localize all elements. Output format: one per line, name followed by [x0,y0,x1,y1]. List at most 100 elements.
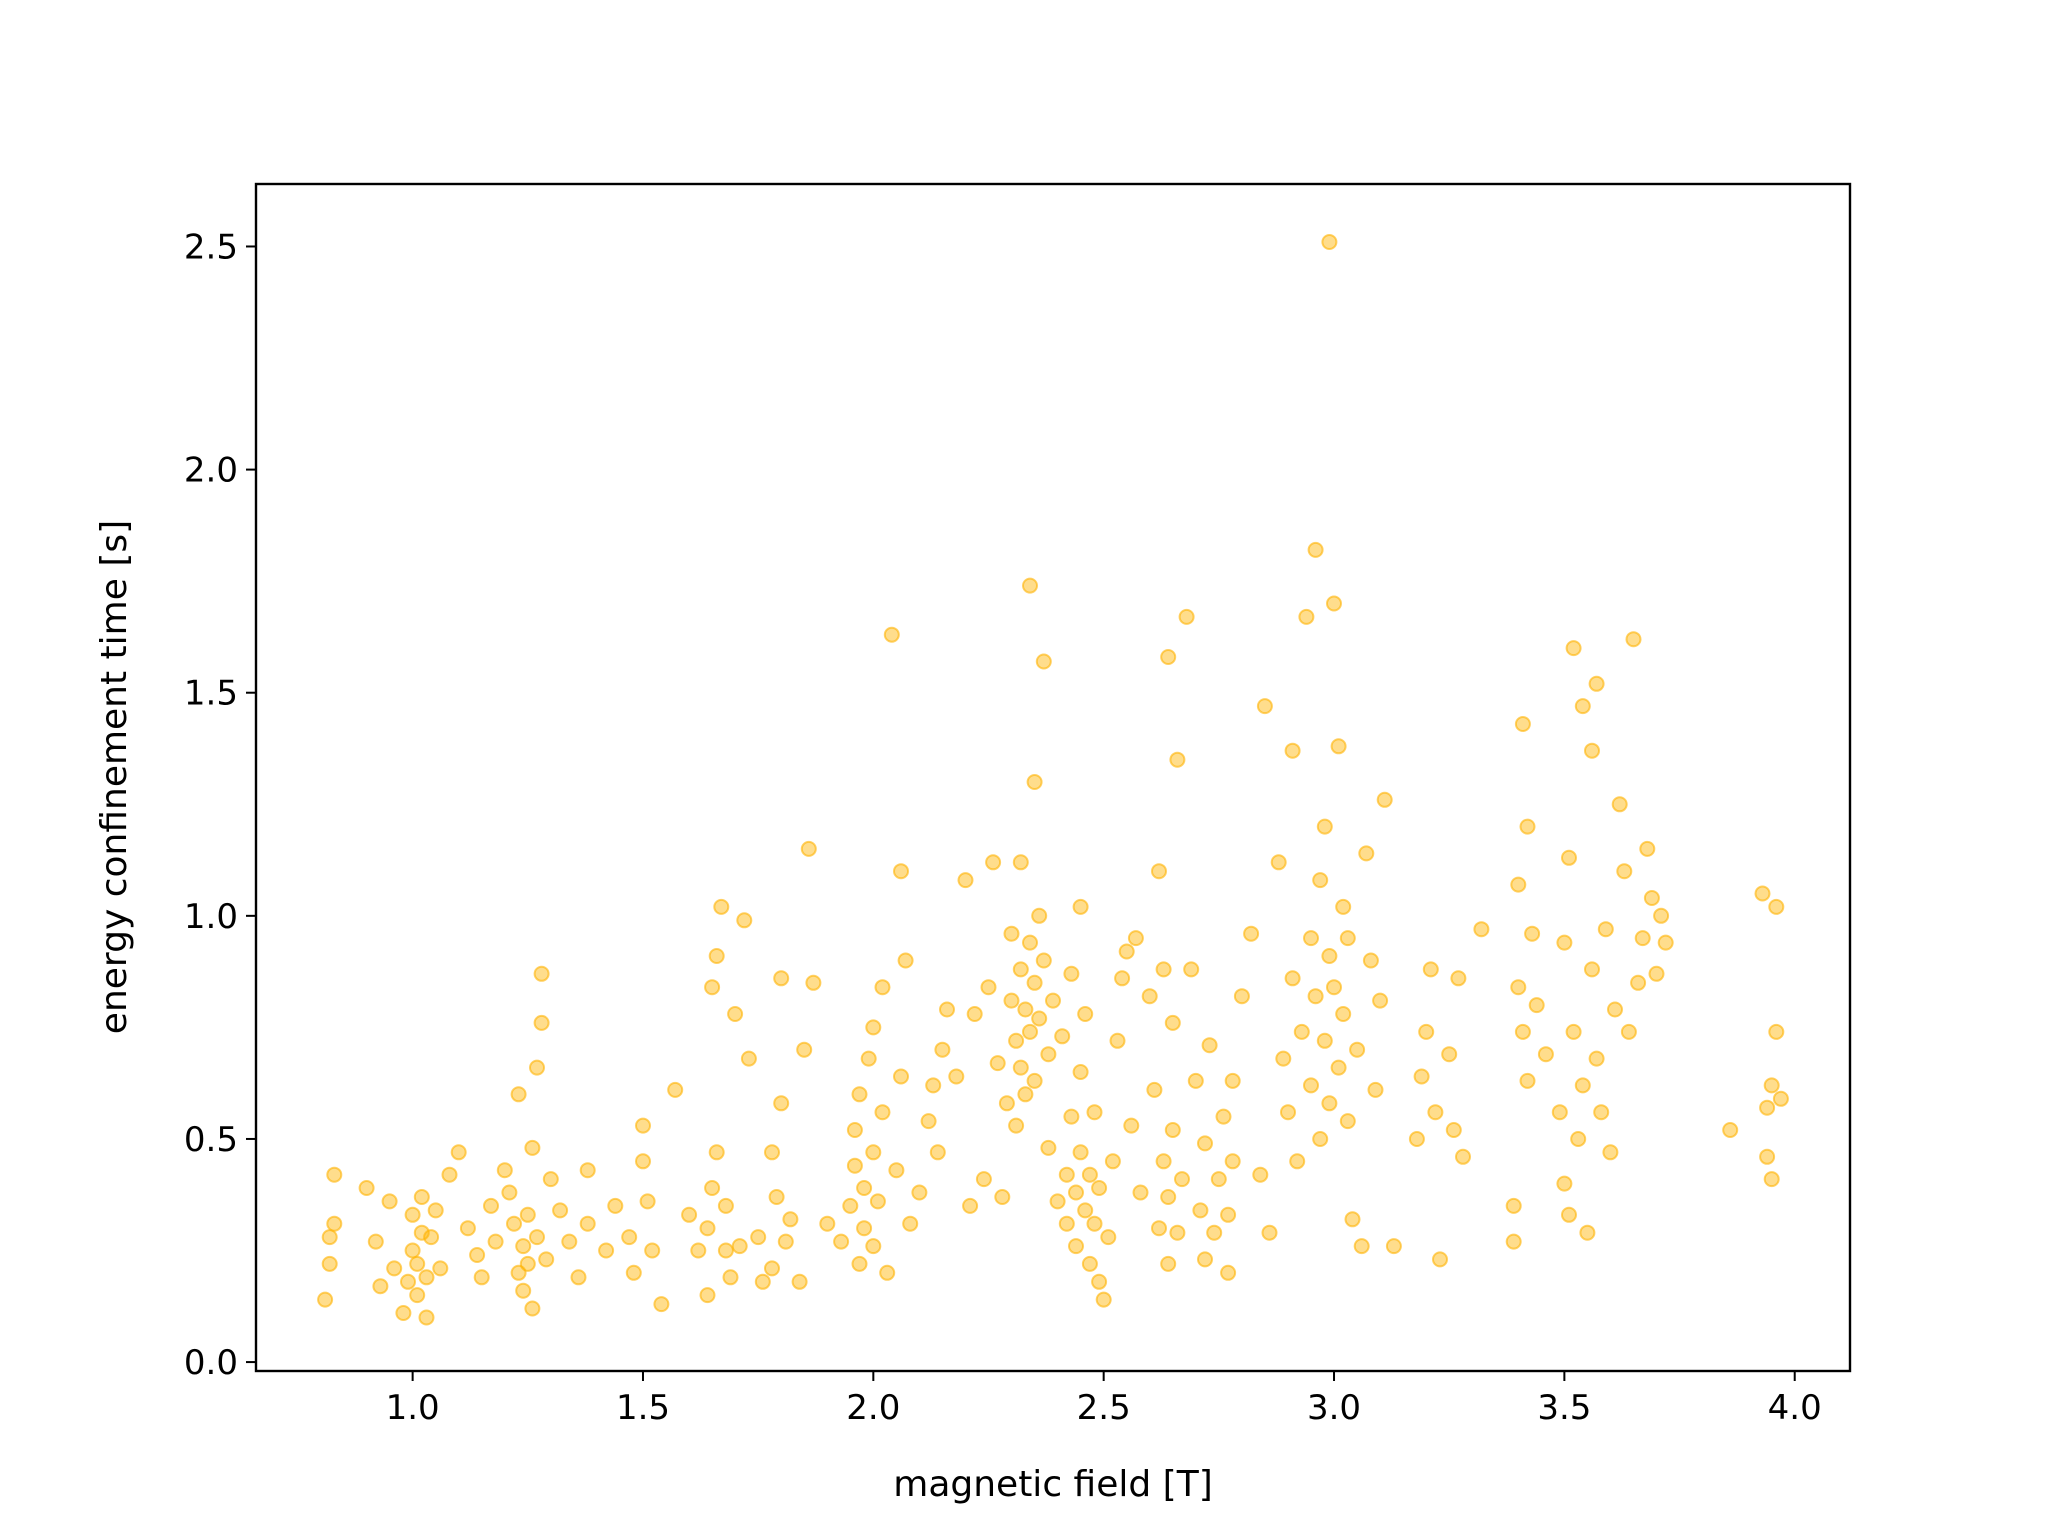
data-point [515,1282,532,1299]
data-point [326,1166,343,1183]
data-point [667,1081,684,1098]
data-point [1114,970,1131,987]
data-point [1201,1037,1218,1054]
data-point [1607,1001,1623,1018]
data-point [1063,1108,1080,1125]
data-point [1754,885,1771,902]
data-point [1330,1059,1347,1076]
data-point [1183,961,1200,978]
data-point [1418,1023,1435,1040]
data-point [1220,1264,1237,1281]
y-axis: 0.0 0.5 1.0 1.5 2.0 2.5 [184,227,256,1383]
data-point [1514,716,1531,732]
data-point [1514,1023,1531,1040]
data-point [1035,653,1052,670]
data-point [1058,1166,1075,1183]
data-point [869,1193,886,1210]
data-point [1293,1023,1310,1040]
data-point [773,1095,790,1112]
data-point [1556,934,1573,951]
data-point [699,1287,716,1304]
data-point [1561,849,1577,866]
data-point [1077,1202,1094,1219]
data-point [1537,1046,1554,1063]
data-point [1068,1184,1084,1201]
y-tick-label: 2.0 [184,451,238,491]
data-point [432,1260,449,1277]
data-point [800,840,817,857]
data-point [1339,930,1356,947]
data-point [1432,1251,1448,1268]
data-point [1335,898,1352,915]
data-point [524,1300,541,1317]
data-point [1316,1032,1333,1049]
data-point [1280,1104,1296,1121]
data-point [1118,943,1135,960]
data-point [1312,1131,1329,1147]
data-point [1616,863,1633,880]
data-point [1178,608,1195,625]
data-point [1164,1014,1181,1031]
data-point [1588,675,1605,692]
data-point [413,1224,430,1241]
data-point [893,863,909,880]
data-point [372,1278,389,1295]
data-point [1017,1001,1034,1018]
data-point [920,1113,937,1130]
data-point [1058,1215,1075,1232]
data-point [1639,840,1656,857]
data-point [874,1104,891,1121]
data-point [519,1206,536,1223]
data-point [1574,1077,1591,1094]
data-point [1344,1211,1361,1228]
data-point [1376,791,1393,808]
data-point [1081,1166,1098,1183]
data-point [1763,1171,1780,1188]
data-point [1630,974,1647,991]
data-point [1164,1122,1181,1138]
data-point [998,1095,1015,1112]
data-point [635,1153,651,1170]
data-point [773,970,790,987]
data-point [1289,1153,1306,1170]
data-point [1353,1238,1370,1255]
data-point [939,1001,955,1018]
data-point [1243,925,1260,942]
data-point [469,1247,486,1263]
data-point [1141,988,1158,1005]
data-point [1284,970,1301,987]
data-point [1035,952,1052,969]
data-point [1330,738,1347,755]
data-point [409,1287,426,1304]
data-point [1160,1255,1177,1272]
data-point [1187,1072,1204,1089]
data-point [1556,1175,1573,1192]
data-point [1326,595,1342,612]
data-point [1012,961,1029,978]
data-point [358,1180,375,1196]
data-point [524,1139,541,1156]
data-point [888,1162,905,1179]
data-point [1026,974,1043,991]
data-point [754,1273,771,1290]
data-point [727,1006,744,1022]
data-point [538,1251,555,1268]
data-point [317,1291,334,1308]
data-point [1072,1064,1089,1080]
data-point [473,1269,490,1286]
data-point [404,1242,421,1259]
data-point [1054,1028,1071,1045]
plot-frame [254,182,1852,1373]
data-point [621,1229,638,1246]
data-point [427,1202,444,1219]
data-point [1192,1202,1209,1219]
data-point [1441,1046,1458,1063]
data-point [1127,930,1144,947]
data-point [1473,921,1490,938]
data-point [989,1055,1006,1072]
data-point [704,979,721,996]
x-axis: 1.0 1.5 2.0 2.5 3.0 3.5 4.0 [386,1371,1822,1428]
data-point [1326,979,1342,996]
y-tick-label: 2.5 [184,227,238,267]
